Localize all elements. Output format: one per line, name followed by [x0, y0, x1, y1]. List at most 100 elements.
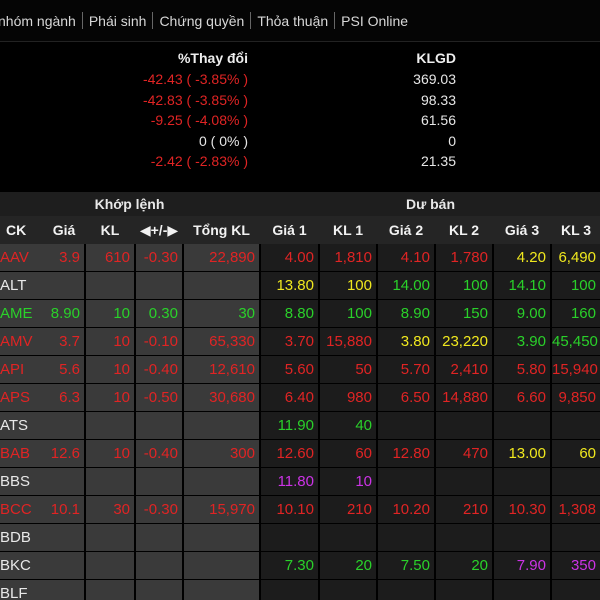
symbol: BAB	[0, 440, 44, 467]
ask-vol-1: 60	[320, 440, 376, 467]
ask-vol-3	[552, 468, 600, 495]
tab-4[interactable]: PSI Online	[341, 12, 409, 29]
match-price	[44, 524, 84, 551]
index-summary-row[interactable]: -42.43 ( -3.85% ) 369.03	[0, 71, 600, 91]
ask-vol-1: 210	[320, 496, 376, 523]
ask-price-2	[378, 468, 434, 495]
header-change-toggle[interactable]: ◀+/-▶	[136, 216, 182, 244]
index-change: -42.83 ( -3.85% )	[142, 91, 248, 108]
index-change: 0 ( 0% )	[198, 132, 248, 149]
index-summary-row[interactable]: 0 ( 0% ) 0	[0, 133, 600, 153]
symbol: BKC	[0, 552, 44, 579]
stock-row[interactable]: BLF	[0, 580, 600, 600]
ask-vol-1	[320, 580, 376, 600]
match-vol	[86, 552, 134, 579]
match-price	[44, 468, 84, 495]
stock-row[interactable]: BAB 12.6 10 -0.40 300 12.60 60 12.80 470 13.00 60	[0, 440, 600, 468]
match-vol: 10	[86, 384, 134, 411]
total-vol: 22,890	[184, 244, 259, 271]
match-vol	[86, 272, 134, 299]
arrow-right-icon[interactable]: ▶	[167, 222, 179, 238]
ask-group-header: Dư bán	[261, 192, 600, 216]
match-price: 10.1	[44, 496, 84, 523]
ask-price-1: 3.70	[261, 328, 318, 355]
match-change: -0.40	[136, 440, 182, 467]
ask-vol-3: 160	[552, 300, 600, 327]
ask-vol-3	[552, 524, 600, 551]
ask-price-1: 11.80	[261, 468, 318, 495]
header-ask-vol-1[interactable]: KL 1	[332, 222, 364, 238]
ask-price-2: 3.80	[378, 328, 434, 355]
ask-price-2: 14.00	[378, 272, 434, 299]
header-vol[interactable]: KL	[100, 222, 120, 238]
stock-row[interactable]: AME 8.90 10 0.30 30 8.80 100 8.90 150 9.00 160	[0, 300, 600, 328]
ask-vol-3: 6,490	[552, 244, 600, 271]
header-total[interactable]: Tổng KL	[193, 222, 250, 238]
index-volume: 21.35	[420, 153, 456, 169]
ask-price-2: 7.50	[378, 552, 434, 579]
ask-price-2: 12.80	[378, 440, 434, 467]
stock-row[interactable]: API 5.6 10 -0.40 12,610 5.60 50 5.70 2,410 5.80 15…	[0, 356, 600, 384]
index-summary-row[interactable]: -42.83 ( -3.85% ) 98.33	[0, 92, 600, 112]
stock-row[interactable]: AMV 3.7 10 -0.10 65,330 3.70 15,880 3.80 23,220 3…	[0, 328, 600, 356]
ask-vol-3: 60	[552, 440, 600, 467]
total-vol: 65,330	[184, 328, 259, 355]
ask-price-3: 9.00	[494, 300, 550, 327]
ask-price-1: 11.90	[261, 412, 318, 439]
match-change: -0.10	[136, 328, 182, 355]
symbol: BLF	[0, 580, 44, 600]
ask-vol-1: 10	[320, 468, 376, 495]
market-tab-bar: nhóm ngành Phái sinh Chứng quyền Thỏa thuận…	[0, 0, 600, 42]
stock-row[interactable]: ATS 11.90 40	[0, 412, 600, 440]
match-change: -0.30	[136, 496, 182, 523]
ask-price-1: 7.30	[261, 552, 318, 579]
match-change: -0.30	[136, 244, 182, 271]
header-ask-price-1[interactable]: Giá 1	[272, 222, 307, 238]
header-ask-vol-2[interactable]: KL 2	[448, 222, 480, 238]
stock-row[interactable]: BKC 7.30 20 7.50 20 7.90 350	[0, 552, 600, 580]
ask-price-3	[494, 468, 550, 495]
tab-0[interactable]: nhóm ngành	[0, 12, 76, 29]
match-price	[44, 412, 84, 439]
header-ask-price-3[interactable]: Giá 3	[504, 222, 540, 238]
match-vol	[86, 412, 134, 439]
total-vol	[184, 412, 259, 439]
match-price: 8.90	[44, 300, 84, 327]
symbol: API	[0, 356, 44, 383]
ask-vol-3: 350	[552, 552, 600, 579]
stock-row[interactable]: AAV 3.9 610 -0.30 22,890 4.00 1,810 4.10 1,780 4.…	[0, 244, 600, 272]
stock-row[interactable]: APS 6.3 10 -0.50 30,680 6.40 980 6.50 14,880 6.60…	[0, 384, 600, 412]
stock-row[interactable]: BBS 11.80 10	[0, 468, 600, 496]
stock-row[interactable]: ALT 13.80 100 14.00 100 14.10 100	[0, 272, 600, 300]
tab-3[interactable]: Thỏa thuận	[257, 12, 329, 29]
symbol: ATS	[0, 412, 44, 439]
symbol: BCC	[0, 496, 44, 523]
header-ask-price-2[interactable]: Giá 2	[388, 222, 424, 238]
index-summary-row[interactable]: -9.25 ( -4.08% ) 61.56	[0, 112, 600, 132]
ask-vol-1: 1,810	[320, 244, 376, 271]
header-ck[interactable]: CK	[6, 222, 27, 238]
index-change: -42.43 ( -3.85% )	[142, 71, 248, 87]
ask-price-2: 5.70	[378, 356, 434, 383]
symbol: ALT	[0, 272, 44, 299]
match-vol	[86, 524, 134, 551]
tab-1[interactable]: Phái sinh	[88, 12, 147, 29]
total-vol: 15,970	[184, 496, 259, 523]
stock-row[interactable]: BDB	[0, 524, 600, 552]
ask-vol-2: 23,220	[436, 328, 492, 355]
ask-vol-1: 50	[320, 356, 376, 383]
header-ask-vol-3[interactable]: KL 3	[560, 222, 592, 238]
ask-vol-2	[436, 468, 492, 495]
ask-price-3: 6.60	[494, 384, 550, 411]
symbol: BDB	[0, 524, 44, 551]
arrow-left-icon[interactable]: ◀	[139, 222, 151, 238]
header-price[interactable]: Giá	[52, 222, 76, 238]
ask-price-3	[494, 524, 550, 551]
ask-price-2	[378, 412, 434, 439]
ask-price-3: 4.20	[494, 244, 550, 271]
ask-vol-3: 45,450	[552, 328, 600, 355]
tab-2[interactable]: Chứng quyền	[159, 12, 245, 29]
ask-price-2: 10.20	[378, 496, 434, 523]
stock-row[interactable]: BCC 10.1 30 -0.30 15,970 10.10 210 10.20 210 10.3…	[0, 496, 600, 524]
index-summary-row[interactable]: -2.42 ( -2.83% ) 21.35	[0, 153, 600, 173]
